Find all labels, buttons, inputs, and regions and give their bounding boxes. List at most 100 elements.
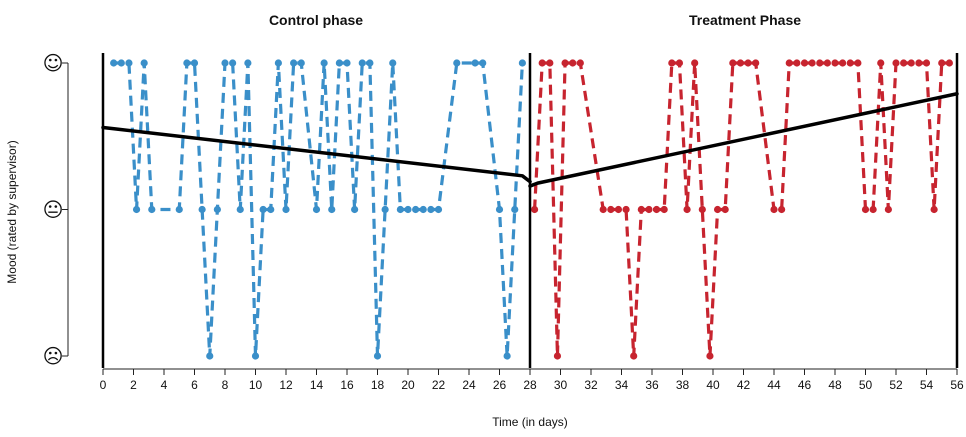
x-axis-label: Time (in days)	[492, 415, 568, 429]
data-point	[434, 205, 443, 214]
x-tick-label: 0	[100, 378, 107, 392]
sad-face-icon: ☹	[43, 344, 64, 368]
data-point	[117, 59, 125, 67]
data-point	[808, 59, 816, 67]
x-tick-label: 16	[340, 378, 354, 392]
data-point	[576, 59, 584, 67]
data-point	[630, 352, 638, 360]
data-point	[744, 59, 752, 67]
data-point	[343, 59, 351, 67]
data-point	[713, 205, 722, 214]
data-point	[831, 59, 839, 67]
data-point	[922, 59, 931, 67]
phase-dividers	[101, 53, 959, 368]
data-point	[561, 59, 569, 67]
y-axis-label: Mood (rated by supervisor)	[5, 140, 19, 283]
x-tick-label: 40	[706, 378, 720, 392]
phase-title-treatment: Treatment Phase	[689, 12, 801, 28]
data-point	[660, 205, 668, 214]
x-tick-label: 56	[950, 378, 964, 392]
series-line	[532, 61, 950, 358]
trend-lines	[101, 92, 959, 188]
x-tick-label: 8	[222, 378, 229, 392]
data-point	[183, 59, 191, 67]
data-point	[854, 59, 862, 67]
data-point	[244, 59, 252, 67]
data-point	[282, 205, 290, 214]
data-point	[546, 59, 554, 67]
data-point	[453, 59, 461, 67]
data-point	[839, 59, 847, 67]
y-axis: ☺ 😐 ☹	[43, 51, 69, 368]
x-tick-label: 38	[676, 378, 690, 392]
data-point	[877, 59, 885, 67]
data-point	[511, 205, 519, 214]
data-point	[290, 59, 298, 67]
data-point	[645, 205, 653, 214]
data-point	[729, 59, 737, 67]
data-point	[518, 59, 526, 67]
data-point	[404, 205, 412, 214]
data-point	[637, 205, 645, 214]
series-group	[110, 59, 953, 360]
data-point	[698, 205, 706, 214]
data-point	[706, 352, 714, 360]
neutral-face-icon: 😐	[43, 198, 64, 222]
data-point	[900, 59, 908, 67]
data-point	[358, 59, 366, 67]
data-point	[198, 205, 206, 214]
x-tick-label: 36	[645, 378, 659, 392]
data-point	[351, 205, 359, 214]
data-point	[668, 59, 676, 67]
trend-line	[528, 92, 959, 188]
data-point	[213, 205, 221, 214]
data-point	[320, 59, 328, 67]
data-point	[140, 59, 148, 67]
data-point	[945, 59, 953, 67]
x-tick-label: 20	[401, 378, 415, 392]
data-point	[691, 59, 699, 67]
data-point	[427, 205, 435, 214]
data-point	[471, 59, 479, 67]
data-point	[274, 59, 282, 67]
x-tick-label: 44	[767, 378, 781, 392]
data-point	[652, 205, 661, 214]
data-point	[297, 59, 305, 67]
x-tick-label: 10	[249, 378, 263, 392]
trend-line	[101, 125, 532, 184]
data-point	[389, 59, 397, 67]
data-point	[530, 205, 539, 214]
x-tick-label: 6	[191, 378, 198, 392]
data-point	[396, 205, 404, 214]
data-point	[419, 205, 427, 214]
data-point	[752, 59, 760, 67]
x-tick-label: 30	[554, 378, 568, 392]
data-point	[366, 59, 374, 67]
x-tick-label: 52	[889, 378, 903, 392]
data-point	[930, 205, 938, 214]
data-point	[267, 205, 275, 214]
phase-titles: Control phase Treatment Phase	[269, 12, 801, 28]
data-point	[175, 205, 183, 214]
data-point	[770, 205, 778, 214]
x-tick-label: 42	[737, 378, 751, 392]
data-point	[675, 59, 684, 67]
data-point	[312, 205, 321, 214]
phase-title-control: Control phase	[269, 12, 363, 28]
data-point	[221, 59, 229, 67]
x-tick-label: 34	[615, 378, 629, 392]
x-tick-label: 4	[161, 378, 168, 392]
data-point	[251, 352, 260, 360]
data-point	[884, 205, 892, 214]
data-point	[381, 205, 389, 214]
series-treatment	[530, 59, 953, 360]
data-point	[495, 205, 504, 214]
data-point	[607, 205, 615, 214]
data-point	[259, 205, 267, 214]
data-point	[846, 59, 854, 67]
data-point	[816, 59, 824, 67]
data-point	[721, 205, 729, 214]
data-point	[412, 205, 420, 214]
data-point	[229, 59, 237, 67]
x-tick-label: 32	[584, 378, 598, 392]
